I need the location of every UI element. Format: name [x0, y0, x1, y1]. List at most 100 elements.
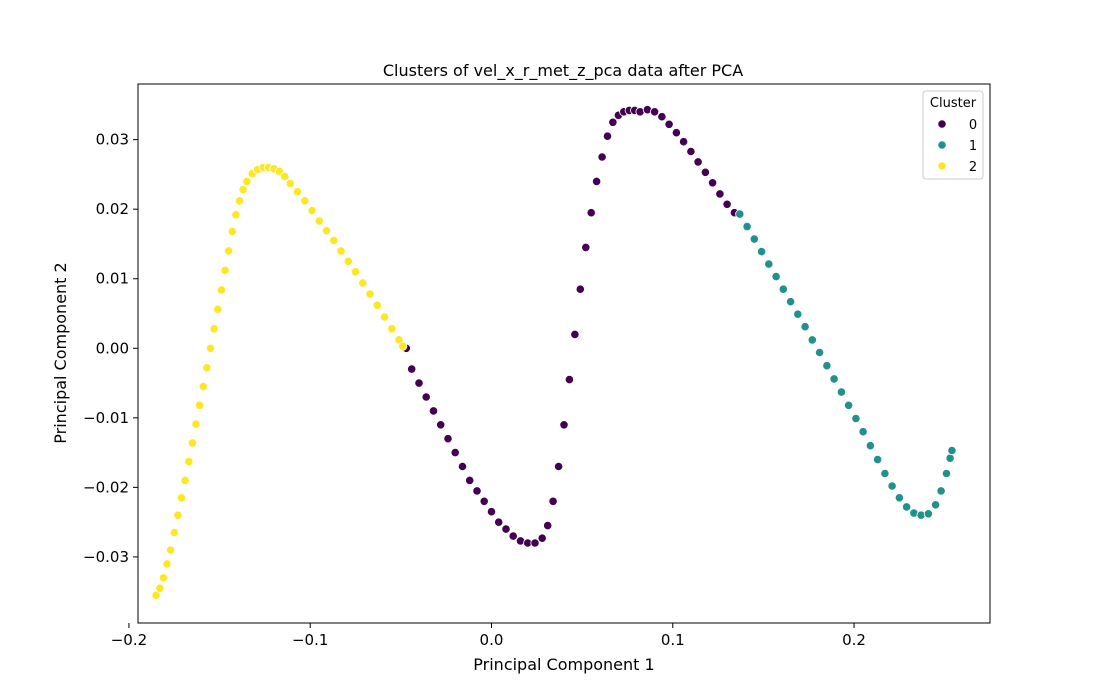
data-point-cluster-0 — [559, 420, 569, 430]
data-point-cluster-0 — [450, 447, 460, 458]
data-point-cluster-1 — [947, 445, 957, 456]
x-tick-label: 0.0 — [480, 631, 504, 649]
data-point-cluster-0 — [671, 128, 682, 138]
chart-title: Clusters of vel_x_r_met_z_pca data after… — [383, 61, 743, 81]
data-point-cluster-0 — [465, 475, 475, 485]
data-point-cluster-1 — [756, 247, 767, 257]
data-point-cluster-0 — [700, 167, 711, 177]
legend-box — [922, 90, 984, 180]
legend-marker-1 — [937, 140, 947, 150]
y-tick-label: 0.02 — [96, 200, 129, 218]
data-point-cluster-1 — [800, 322, 810, 332]
data-point-cluster-2 — [155, 583, 165, 593]
data-point-cluster-0 — [501, 524, 511, 534]
data-point-cluster-2 — [184, 456, 194, 467]
data-point-cluster-1 — [851, 413, 861, 424]
data-point-cluster-0 — [457, 461, 468, 472]
data-point-cluster-0 — [597, 152, 607, 162]
y-tick-label: 0.00 — [96, 339, 129, 357]
data-point-cluster-1 — [807, 335, 817, 345]
plot-frame — [137, 83, 991, 624]
data-point-cluster-0 — [414, 378, 424, 388]
data-point-cluster-2 — [162, 559, 172, 569]
data-point-cluster-0 — [686, 146, 696, 157]
y-tick-label: −0.01 — [83, 409, 129, 427]
data-point-cluster-2 — [350, 267, 361, 277]
data-point-cluster-2 — [238, 185, 248, 195]
data-point-cluster-2 — [187, 438, 197, 448]
data-point-cluster-1 — [858, 427, 868, 437]
legend-label-0: 0 — [969, 118, 977, 133]
data-point-cluster-2 — [205, 343, 216, 353]
data-point-cluster-0 — [678, 137, 689, 147]
data-point-cluster-2 — [280, 171, 290, 182]
data-point-cluster-1 — [901, 502, 912, 512]
data-point-cluster-2 — [372, 300, 382, 310]
legend-title: Cluster — [930, 96, 977, 111]
data-point-cluster-2 — [307, 206, 317, 216]
data-point-cluster-0 — [664, 119, 674, 129]
data-point-cluster-0 — [586, 208, 596, 218]
y-tick-label: 0.03 — [96, 131, 129, 149]
data-point-cluster-0 — [693, 157, 703, 167]
data-point-cluster-0 — [428, 406, 439, 416]
x-tick-label: −0.2 — [111, 631, 147, 649]
data-point-cluster-2 — [202, 363, 212, 373]
data-point-cluster-1 — [749, 234, 759, 244]
data-point-cluster-2 — [224, 246, 234, 256]
data-point-cluster-1 — [887, 481, 897, 491]
data-point-cluster-0 — [649, 107, 660, 117]
data-point-cluster-1 — [793, 309, 803, 319]
data-point-cluster-2 — [195, 400, 205, 410]
points-layer — [151, 105, 957, 600]
data-point-cluster-2 — [151, 590, 161, 600]
data-point-cluster-0 — [575, 284, 585, 294]
data-point-cluster-0 — [570, 329, 580, 339]
y-tick-label: 0.01 — [96, 270, 129, 288]
data-point-cluster-0 — [608, 117, 618, 127]
data-point-cluster-1 — [836, 387, 847, 397]
data-point-cluster-2 — [173, 510, 183, 520]
data-point-cluster-1 — [771, 271, 781, 282]
legend-marker-2 — [937, 161, 947, 171]
data-point-cluster-1 — [930, 500, 941, 510]
data-point-cluster-0 — [553, 461, 564, 472]
data-point-cluster-2 — [314, 216, 324, 226]
data-point-cluster-0 — [715, 189, 725, 199]
data-point-cluster-0 — [494, 517, 504, 527]
data-point-cluster-2 — [169, 527, 179, 538]
data-point-cluster-2 — [158, 573, 168, 583]
data-point-cluster-2 — [180, 475, 190, 485]
data-point-cluster-2 — [242, 176, 252, 186]
data-point-cluster-1 — [742, 222, 752, 232]
data-point-cluster-1 — [735, 209, 745, 219]
data-point-cluster-2 — [285, 178, 295, 189]
legend: Cluster 0 1 2 — [922, 90, 984, 180]
data-point-cluster-1 — [941, 468, 952, 479]
data-point-cluster-2 — [216, 285, 226, 295]
data-point-cluster-0 — [436, 420, 446, 430]
legend-label-2: 2 — [969, 160, 977, 175]
data-point-cluster-0 — [486, 507, 497, 517]
data-point-cluster-1 — [785, 297, 796, 307]
data-point-cluster-2 — [329, 235, 339, 246]
data-point-cluster-0 — [722, 199, 732, 209]
data-point-cluster-2 — [387, 324, 397, 334]
data-point-cluster-0 — [421, 392, 431, 402]
data-point-cluster-1 — [936, 486, 946, 496]
x-tick-label: 0.1 — [661, 631, 685, 649]
data-point-cluster-0 — [443, 434, 453, 444]
data-point-cluster-0 — [508, 531, 518, 541]
data-point-cluster-1 — [764, 259, 774, 269]
data-point-cluster-1 — [843, 400, 854, 410]
x-axis-label: Principal Component 1 — [473, 655, 654, 674]
data-point-cluster-0 — [591, 176, 602, 186]
data-point-cluster-2 — [227, 226, 237, 236]
data-point-cluster-2 — [300, 196, 310, 206]
data-point-cluster-1 — [923, 509, 934, 519]
y-tick-label: −0.02 — [83, 478, 129, 496]
data-point-cluster-0 — [581, 242, 591, 252]
data-point-cluster-1 — [822, 361, 832, 371]
data-point-cluster-2 — [191, 419, 201, 429]
